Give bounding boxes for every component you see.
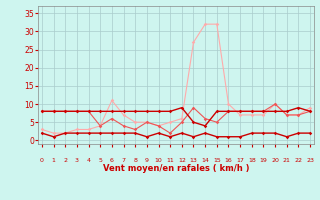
X-axis label: Vent moyen/en rafales ( km/h ): Vent moyen/en rafales ( km/h )	[103, 164, 249, 173]
